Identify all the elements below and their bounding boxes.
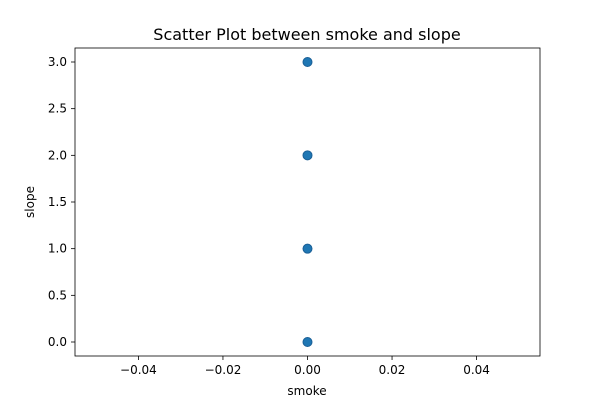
y-tick-label: 0.0	[48, 335, 67, 349]
data-point	[302, 57, 313, 67]
data-point	[302, 150, 313, 161]
x-tick-label: −0.02	[205, 363, 242, 377]
y-tick-label: 3.0	[48, 55, 67, 69]
y-tick-label: 1.5	[48, 195, 67, 209]
x-tick-label: −0.04	[120, 363, 157, 377]
y-tick-label: 2.0	[48, 148, 67, 162]
y-tick-label: 0.5	[48, 288, 67, 302]
data-point	[302, 243, 313, 254]
chart-title: Scatter Plot between smoke and slope	[153, 25, 460, 44]
y-axis: 0.0 0.5 1.0 1.5 2.0 2.5 3.0	[48, 55, 75, 349]
plot-area: −0.04 −0.02 0.00 0.02 0.04 0.0 0.5 1.0 1.5 2.0 2.…	[48, 47, 541, 377]
y-axis-label: slope	[23, 186, 37, 218]
data-points	[302, 57, 313, 347]
x-tick-label: 0.04	[463, 363, 490, 377]
x-tick-label: 0.02	[379, 363, 406, 377]
data-point	[302, 337, 313, 347]
x-axis: −0.04 −0.02 0.00 0.02 0.04	[120, 356, 490, 377]
y-tick-label: 2.5	[48, 102, 67, 116]
x-tick-label: 0.00	[294, 363, 321, 377]
x-axis-label: smoke	[287, 384, 326, 398]
y-tick-label: 1.0	[48, 242, 67, 256]
plot-frame	[74, 47, 541, 357]
